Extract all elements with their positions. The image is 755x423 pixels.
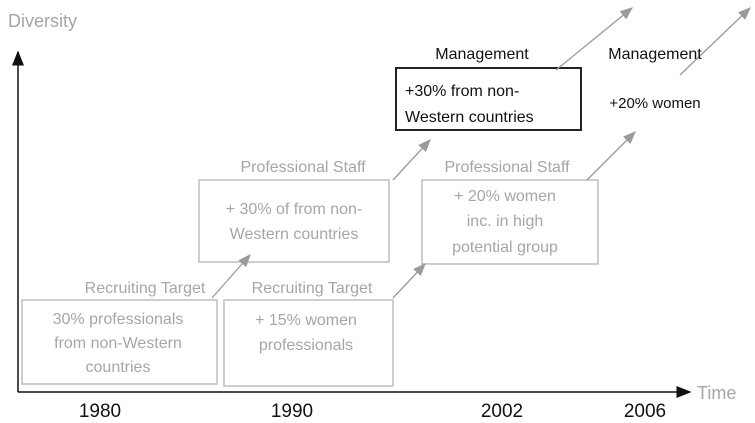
stage-box: [21, 299, 218, 385]
stage-box: [421, 179, 599, 265]
stage-text: + 15% women: [255, 312, 357, 329]
stage-label: Professional Staff: [240, 159, 366, 176]
stage-text: Western countries: [405, 109, 534, 126]
year-label: 1980: [79, 401, 121, 422]
stage-label: Recruiting Target: [252, 280, 373, 297]
stage-text: + 20% women: [454, 188, 556, 205]
stage-text: inc. in high: [467, 213, 544, 230]
year-label: 1990: [271, 401, 313, 422]
y-axis-label: Diversity: [8, 11, 77, 31]
stage-text: + 30% of from non-: [226, 201, 363, 218]
stage-text: from non-Western: [54, 335, 182, 352]
stage-box: [223, 299, 394, 387]
stage-label: Professional Staff: [444, 159, 570, 176]
x-axis-label: Time: [697, 383, 736, 403]
stage-text: +30% from non-: [405, 83, 519, 100]
arrow: [392, 139, 431, 181]
stage-text: 30% professionals: [53, 311, 184, 328]
stage-text: +20% women: [609, 95, 700, 112]
arrow: [211, 254, 251, 299]
stage-label: Recruiting Target: [85, 280, 206, 297]
stage-text: potential group: [452, 239, 558, 256]
stage-text: professionals: [259, 337, 353, 354]
stage-box: [395, 67, 582, 131]
arrow: [586, 131, 636, 181]
arrow: [555, 7, 634, 71]
stage-label: Management: [608, 46, 702, 63]
stage-label: Management: [435, 46, 529, 63]
stage-text: Western countries: [230, 226, 359, 243]
stage-text: countries: [86, 359, 151, 376]
year-label: 2002: [481, 401, 523, 422]
arrow: [679, 7, 751, 76]
stage-box: [198, 179, 390, 263]
year-label: 2006: [624, 401, 666, 422]
arrow: [392, 263, 426, 299]
